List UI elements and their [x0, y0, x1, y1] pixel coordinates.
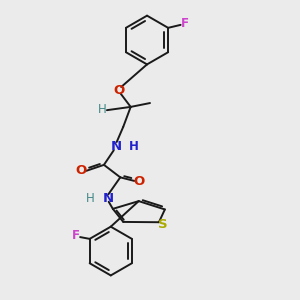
Text: O: O — [133, 175, 144, 188]
Text: N: N — [103, 192, 114, 205]
Text: H: H — [98, 103, 106, 116]
Text: H: H — [86, 192, 95, 205]
Text: O: O — [75, 164, 87, 177]
Text: F: F — [181, 17, 188, 30]
Text: O: O — [113, 84, 124, 97]
Text: S: S — [158, 218, 168, 231]
Text: N: N — [110, 140, 122, 153]
Text: H: H — [129, 140, 139, 153]
Text: F: F — [71, 230, 80, 242]
